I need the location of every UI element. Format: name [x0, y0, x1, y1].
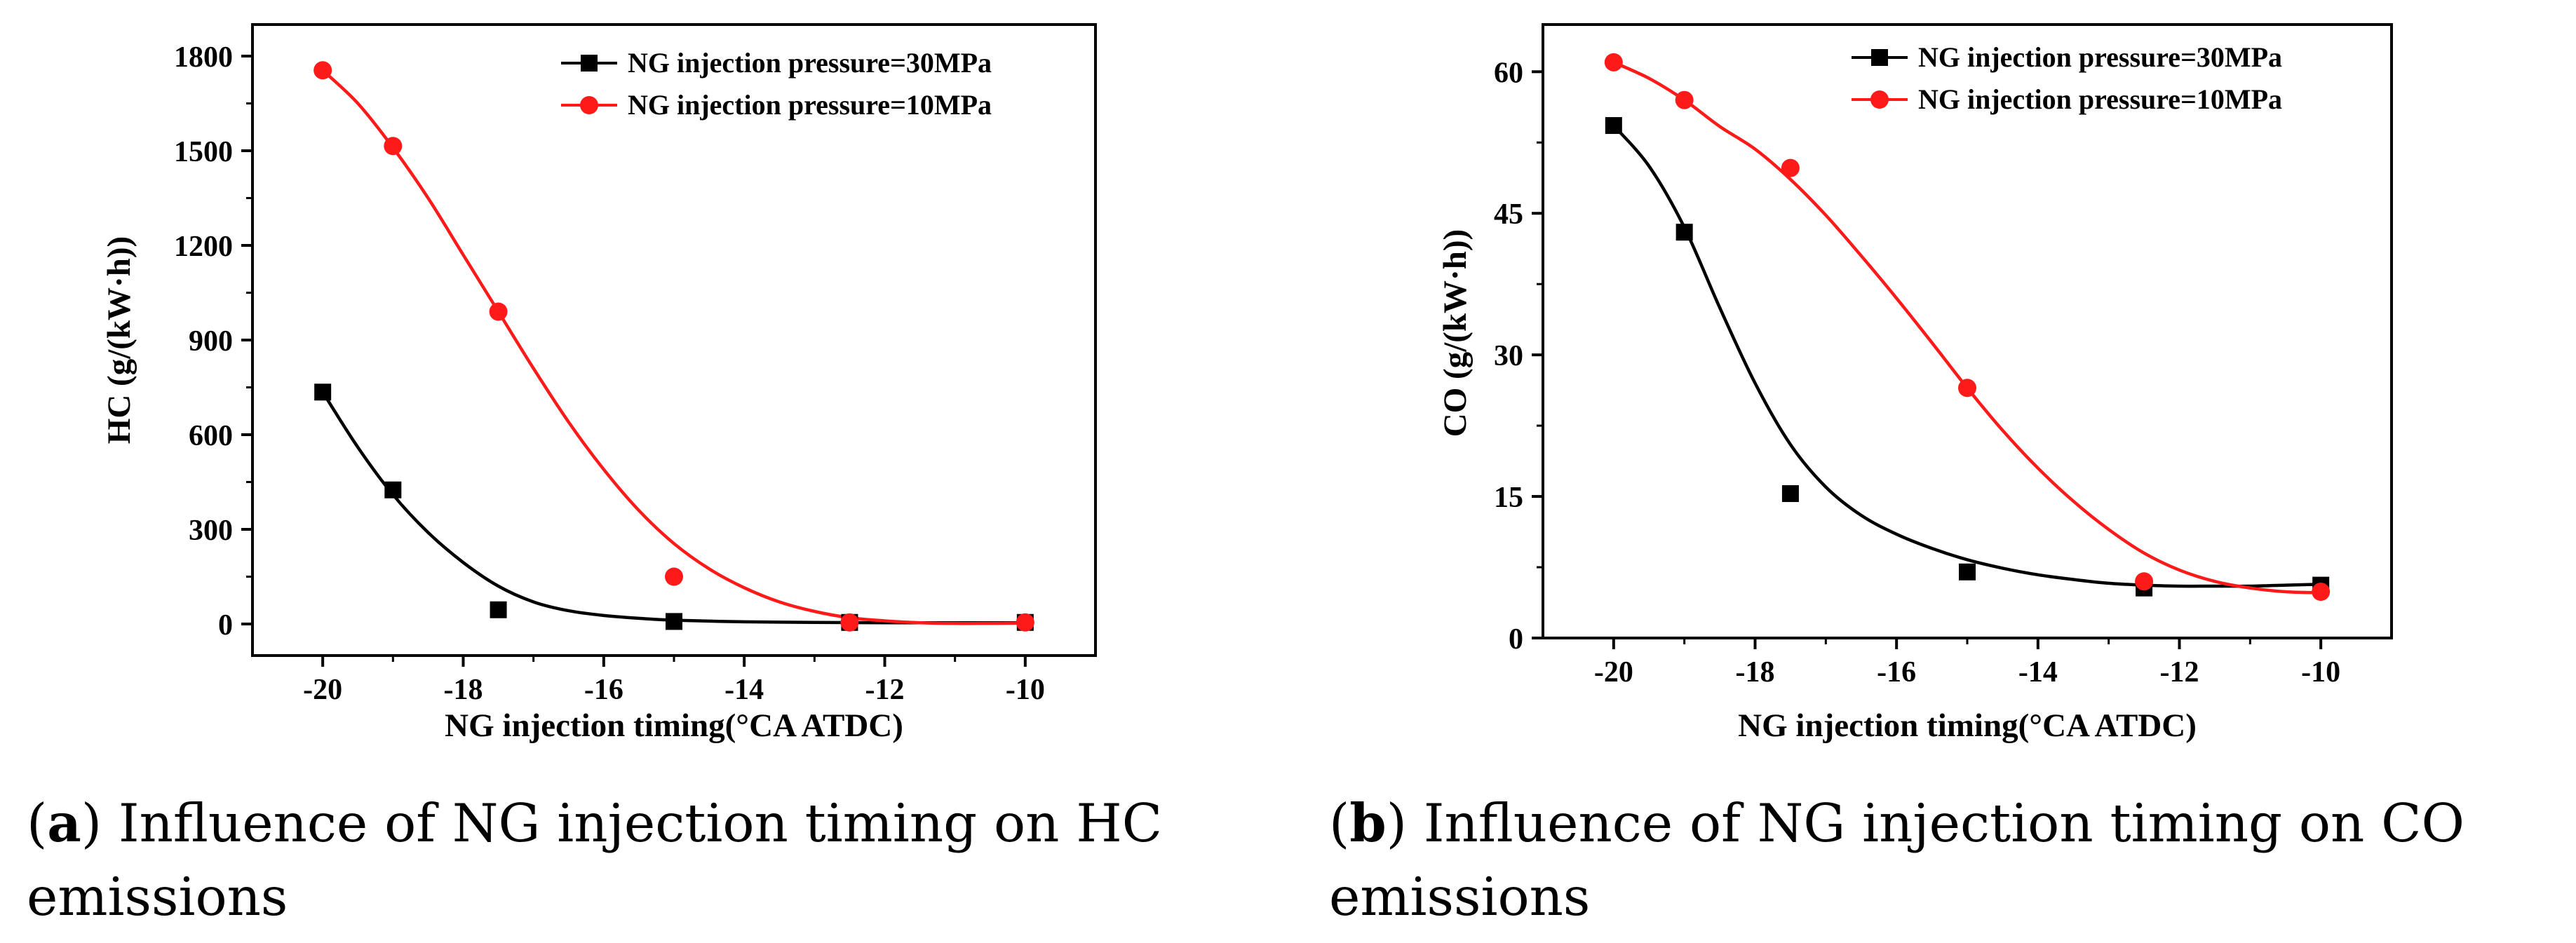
co-fit-curve-10mpa [1612, 60, 2323, 595]
hc-point-10mpa [489, 302, 508, 321]
hc-point-10mpa [313, 61, 332, 80]
co-point-30mpa [1605, 117, 1622, 135]
co-x-tick-label: -12 [2160, 656, 2199, 688]
co-plot-frame [1542, 23, 2393, 639]
hc-y-tick-label: 900 [189, 325, 233, 358]
hc-fit-curve-30mpa [321, 391, 1027, 625]
co-y-tick-label: 15 [1494, 482, 1523, 514]
co-x-tick-label: -18 [1736, 656, 1775, 688]
hc-x-tick-label: -10 [1006, 674, 1045, 706]
caption-b-text: ) Influence of NG injection timing on CO [1387, 792, 2464, 854]
hc-point-10mpa [665, 567, 683, 586]
hc-x-tick-label: -12 [865, 674, 905, 706]
hc-y-tick-label: 1800 [174, 41, 233, 74]
co-point-30mpa [1781, 485, 1799, 503]
hc-point-10mpa [840, 613, 859, 632]
co-y-tick-label: 60 [1494, 57, 1523, 89]
caption-a-line2: emissions [27, 866, 288, 928]
hc-y-tick-label: 300 [189, 515, 233, 547]
hc-legend-label-30mpa: NG injection pressure=30MPa [628, 47, 992, 79]
hc-point-30mpa [314, 384, 332, 401]
hc-y-tick-label: 0 [218, 609, 233, 642]
hc-x-tick-label: -16 [584, 674, 623, 706]
caption-a-letter: a [47, 792, 81, 854]
hc-point-30mpa [666, 613, 682, 630]
hc-axis-ticks: -20 -18 -16 -14 -12 -10 0 300 600 900 1200 1500 1800 [174, 41, 1045, 706]
co-point-10mpa [1604, 53, 1623, 72]
co-legend-label-30mpa: NG injection pressure=30MPa [1918, 41, 2282, 73]
caption-a-open-paren: ( [27, 792, 47, 854]
co-fit-curve-30mpa [1612, 123, 2323, 588]
hc-legend-marker-10mpa [580, 96, 598, 114]
hc-y-axis-label: HC (g/(kW·h)) [101, 236, 137, 444]
co-y-tick-label: 0 [1509, 623, 1523, 656]
hc-point-30mpa [490, 601, 507, 618]
hc-x-tick-label: -18 [444, 674, 483, 706]
co-x-tick-label: -10 [2301, 656, 2340, 688]
caption-b-line1: (b) Influence of NG injection timing on … [1329, 792, 2464, 854]
co-point-30mpa [1959, 563, 1976, 581]
hc-point-10mpa [384, 137, 403, 156]
hc-x-tick-label: -14 [724, 674, 764, 706]
co-x-axis-label: NG injection timing(°CA ATDC) [1738, 707, 2197, 744]
co-legend: NG injection pressure=30MPa NG injection… [1852, 41, 2282, 115]
co-fit-curves [1612, 60, 2323, 595]
co-y-tick-label: 30 [1494, 340, 1523, 372]
hc-legend: NG injection pressure=30MPa NG injection… [561, 47, 992, 121]
co-point-10mpa [2312, 583, 2331, 602]
hc-x-tick-label: -20 [303, 674, 342, 706]
caption-b-letter: b [1349, 792, 1386, 854]
hc-legend-marker-30mpa [581, 55, 598, 72]
hc-point-10mpa [1016, 613, 1034, 632]
hc-data-markers [313, 61, 1034, 632]
hc-fit-curves [321, 69, 1027, 625]
hc-fit-curve-10mpa [321, 69, 1027, 625]
co-point-30mpa [1675, 224, 1693, 241]
co-legend-label-10mpa: NG injection pressure=10MPa [1918, 83, 2282, 115]
caption-b-line2: emissions [1329, 866, 1590, 928]
co-chart: -20 -18 -16 -14 -12 -10 0 15 30 45 60 NG injection… [1437, 23, 2393, 744]
co-point-10mpa [1781, 158, 1800, 177]
hc-point-30mpa [384, 481, 402, 498]
caption-a-text: ) Influence of NG injection timing on HC [81, 792, 1162, 854]
caption-b-open-paren: ( [1329, 792, 1349, 854]
hc-y-tick-label: 1500 [174, 136, 233, 168]
hc-y-tick-label: 1200 [174, 231, 233, 263]
caption-b: (b) Influence of NG injection timing on … [1329, 792, 2464, 928]
co-data-markers [1604, 53, 2331, 602]
co-point-10mpa [2135, 572, 2154, 591]
co-legend-marker-10mpa [1870, 90, 1889, 109]
co-point-10mpa [1958, 379, 1976, 398]
co-y-axis-label: CO (g/(kW·h)) [1437, 229, 1474, 437]
hc-legend-label-10mpa: NG injection pressure=10MPa [628, 89, 992, 121]
hc-x-axis-label: NG injection timing(°CA ATDC) [445, 707, 903, 744]
co-x-tick-label: -16 [1877, 656, 1916, 688]
co-point-10mpa [1675, 90, 1694, 109]
co-axis-ticks: -20 -18 -16 -14 -12 -10 0 15 30 45 60 [1494, 57, 2340, 688]
co-x-tick-label: -20 [1594, 656, 1633, 688]
co-x-tick-label: -14 [2018, 656, 2058, 688]
co-y-tick-label: 45 [1494, 198, 1523, 231]
hc-chart: -20 -18 -16 -14 -12 -10 0 300 600 900 1200 1500 1800… [101, 23, 1097, 744]
caption-a-line1: (a) Influence of NG injection timing on … [27, 792, 1162, 854]
co-legend-marker-30mpa [1871, 49, 1888, 66]
caption-a: (a) Influence of NG injection timing on … [27, 792, 1162, 928]
hc-y-tick-label: 600 [189, 420, 233, 452]
